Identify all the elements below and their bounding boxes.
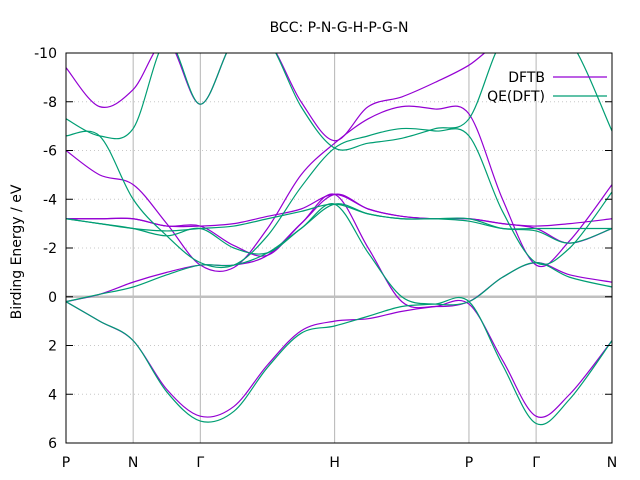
series-qe-dft [66, 53, 612, 426]
x-tick-label: P [62, 455, 70, 471]
y-tick-label: 4 [48, 387, 57, 403]
y-tick-label: 0 [48, 290, 57, 306]
grid-lines [65, 52, 613, 444]
y-tick-label: -10 [34, 46, 57, 62]
band-line [66, 193, 612, 228]
legend-label-dftb: DFTB [508, 70, 545, 86]
chart-title: BCC: P-N-G-H-P-G-N [270, 20, 409, 36]
band-line [66, 105, 612, 272]
x-tick-label: N [607, 455, 617, 471]
x-tick-label: P [465, 455, 473, 471]
x-tick-label: N [128, 455, 138, 471]
band-line [66, 299, 612, 418]
y-tick-label: -2 [43, 241, 57, 257]
x-tick-label: H [329, 455, 340, 471]
band-line [66, 53, 612, 151]
y-axis-title: Birding Energy / eV [9, 184, 25, 319]
legend: DFTB QE(DFT) [487, 70, 607, 105]
y-tick-label: -6 [43, 144, 57, 160]
x-tick-label: Γ [196, 455, 204, 471]
band-line [66, 53, 612, 142]
band-line [66, 193, 612, 309]
x-tick-label: Γ [532, 455, 540, 471]
band-line [66, 297, 612, 426]
y-tick-label: 2 [48, 339, 57, 355]
y-tick-label: 6 [48, 436, 57, 452]
y-axis-title-group: Birding Energy / eV [9, 184, 25, 319]
legend-label-qe-dft: QE(DFT) [487, 89, 545, 105]
y-tick-label: -4 [43, 192, 57, 208]
band-line [66, 203, 612, 306]
series-layer [66, 53, 612, 426]
y-tick-label: -8 [43, 95, 57, 111]
